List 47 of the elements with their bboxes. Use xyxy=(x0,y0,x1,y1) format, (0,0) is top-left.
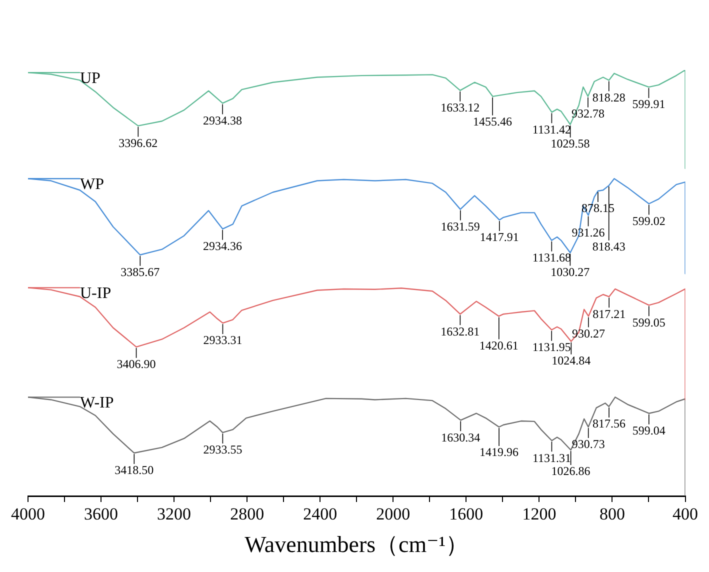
annotation: 599.05 xyxy=(632,315,666,330)
annotation: 1419.96 xyxy=(480,445,519,460)
annotation: 817.56 xyxy=(592,416,626,431)
annotation: 2933.55 xyxy=(203,442,242,457)
annotation: 1131.42 xyxy=(532,122,571,136)
annotation: 3406.90 xyxy=(116,357,156,372)
annotation: 599.91 xyxy=(632,97,666,112)
annotation: 817.21 xyxy=(592,306,626,321)
x-tick-label: 3200 xyxy=(157,504,192,524)
annotation: 1631.59 xyxy=(440,219,480,234)
x-tick-label: 800 xyxy=(599,504,625,524)
annotation: 1455.46 xyxy=(473,114,512,129)
annotation: 1131.68 xyxy=(532,250,571,265)
x-tick-label: 2000 xyxy=(376,504,410,524)
x-tick-label: 400 xyxy=(672,504,698,524)
annotation: 1026.86 xyxy=(551,464,590,478)
annotation: 1029.58 xyxy=(550,136,590,151)
annotation: 1630.34 xyxy=(441,430,480,444)
annotation: 3418.50 xyxy=(114,463,154,478)
x-tick-label: 3600 xyxy=(84,504,118,524)
annotation: 3396.62 xyxy=(118,136,158,150)
annotation: 1131.95 xyxy=(532,340,571,354)
annotation: 2934.36 xyxy=(203,239,242,254)
annotation: 3385.67 xyxy=(120,265,160,280)
annotation: 1632.81 xyxy=(440,324,480,338)
x-tick-label: 4000 xyxy=(11,504,45,524)
annotation: 1024.84 xyxy=(552,354,591,368)
x-tick-label: 2400 xyxy=(303,504,338,524)
x-axis-title: Wavenumbers（cm⁻¹） xyxy=(244,532,469,558)
annotation: 2933.31 xyxy=(203,333,242,348)
annotation: 599.04 xyxy=(632,424,666,438)
x-tick-label: 1600 xyxy=(449,504,484,524)
annotation: 2934.38 xyxy=(203,113,242,128)
annotation: 599.02 xyxy=(632,214,666,228)
legend-label: W-IP xyxy=(80,394,114,412)
legend-label: WP xyxy=(80,176,104,193)
x-tick-label: 2800 xyxy=(230,504,264,524)
annotation: 818.28 xyxy=(592,90,626,104)
annotation: 1417.91 xyxy=(480,230,519,244)
legend-label: U-IP xyxy=(80,284,112,302)
annotation: 1420.61 xyxy=(479,338,518,352)
annotation: 1633.12 xyxy=(440,100,480,115)
annotation: 1030.27 xyxy=(550,264,590,279)
legend-label: UP xyxy=(80,70,101,87)
annotation: 818.43 xyxy=(592,240,626,254)
annotation: 1131.31 xyxy=(532,450,572,465)
x-tick-label: 1200 xyxy=(522,504,556,524)
